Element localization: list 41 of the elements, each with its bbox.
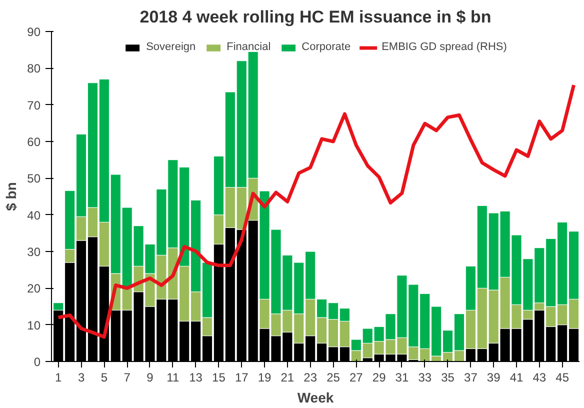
- x-tick-label: 27: [349, 370, 364, 384]
- x-axis-title: Week: [297, 390, 334, 406]
- x-tick-label: 43: [532, 370, 546, 384]
- x-tick-label: 5: [100, 370, 108, 384]
- legend-label: Financial: [226, 41, 271, 53]
- x-tick-label: 9: [146, 370, 154, 384]
- legend-label: Corporate: [302, 41, 351, 53]
- x-tick-label: 21: [280, 370, 294, 384]
- x-tick-label: 45: [556, 370, 570, 384]
- x-tick-label: 11: [166, 370, 180, 384]
- legend-label: EMBIG GD spread (RHS): [382, 41, 507, 53]
- x-tick-label: 1: [55, 370, 62, 384]
- x-tick-label: 39: [486, 370, 501, 384]
- x-tick-label: 3: [78, 370, 85, 384]
- y-tick-label: 60: [27, 135, 41, 149]
- y-tick-label: 90: [27, 25, 41, 39]
- y-tick-label: 10: [27, 318, 41, 332]
- y-tick-label: 70: [27, 98, 41, 112]
- y-tick-label: 20: [27, 282, 41, 296]
- y-tick-label: 50: [27, 172, 41, 186]
- x-tick-label: 33: [418, 370, 432, 384]
- y-axis-title: $ bn: [3, 182, 20, 211]
- chart-title: 2018 4 week rolling HC EM issuance in $ bn: [140, 8, 492, 26]
- x-tick-label: 31: [395, 370, 409, 384]
- legend-label: Sovereign: [146, 41, 196, 53]
- y-tick-label: 30: [27, 245, 41, 259]
- x-tick-label: 15: [212, 370, 226, 384]
- y-tick-label: 80: [27, 62, 41, 76]
- x-tick-label: 13: [189, 370, 203, 384]
- x-tick-label: 17: [234, 370, 249, 384]
- x-tick-label: 41: [510, 370, 524, 384]
- y-tick-label: 0: [34, 355, 41, 369]
- x-tick-label: 37: [464, 370, 478, 384]
- x-tick-label: 29: [372, 370, 386, 384]
- y-tick-label: 40: [27, 208, 41, 222]
- x-tick-label: 7: [124, 370, 131, 384]
- line-series: [56, 83, 576, 339]
- x-tick-label: 35: [441, 370, 455, 384]
- x-tick-label: 23: [304, 370, 318, 384]
- x-tick-label: 25: [326, 370, 340, 384]
- x-tick-label: 19: [258, 370, 272, 384]
